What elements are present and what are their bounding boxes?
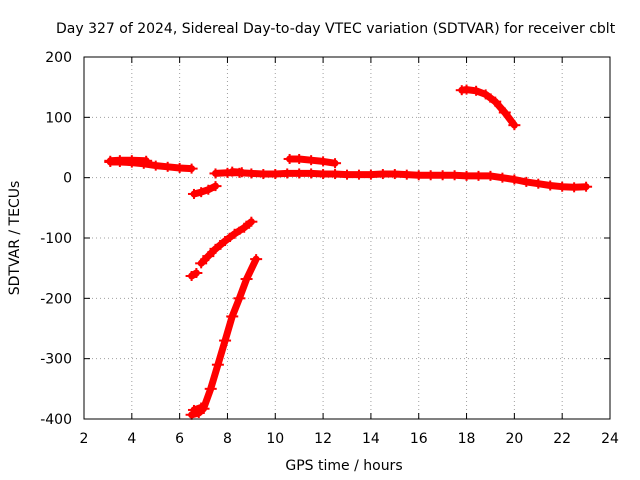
data-point <box>250 254 263 265</box>
data-point <box>257 169 270 180</box>
data-point <box>219 335 232 346</box>
data-point <box>113 155 126 166</box>
x-tick-label: 12 <box>314 431 332 447</box>
data-point <box>140 155 153 166</box>
x-tick-label: 22 <box>553 431 571 447</box>
data-point <box>364 169 377 180</box>
data-point <box>245 168 258 179</box>
data-point <box>219 236 232 247</box>
x-tick-label: 6 <box>175 431 184 447</box>
y-tick-label: -100 <box>40 231 72 247</box>
data-point <box>195 402 208 413</box>
data-point <box>240 274 253 285</box>
data-point <box>329 158 342 169</box>
data-point <box>436 170 449 181</box>
x-tick-label: 14 <box>362 431 380 447</box>
data-point <box>293 168 306 179</box>
x-tick-label: 18 <box>458 431 476 447</box>
data-point <box>305 168 318 179</box>
data-point <box>460 170 473 181</box>
data-point <box>187 404 200 415</box>
data-point <box>412 170 425 181</box>
data-point <box>293 153 306 164</box>
data-point <box>544 180 557 191</box>
data-point <box>209 168 222 179</box>
y-tick-label: 200 <box>45 50 72 66</box>
y-tick-label: -300 <box>40 352 72 368</box>
data-point <box>204 383 217 394</box>
data-point <box>187 188 200 199</box>
data-point <box>233 293 246 304</box>
data-point <box>496 172 509 183</box>
data-point <box>317 156 330 167</box>
data-point <box>448 170 461 181</box>
x-axis-label: GPS time / hours <box>285 458 402 474</box>
data-point <box>388 169 401 180</box>
data-point <box>228 228 241 239</box>
data-marks <box>104 84 593 420</box>
data-point <box>235 167 248 178</box>
data-point <box>472 170 485 181</box>
data-point <box>238 222 251 233</box>
plot-frame <box>83 56 611 420</box>
data-point <box>226 311 239 322</box>
y-tick-label: 100 <box>45 110 72 126</box>
data-point <box>556 181 569 192</box>
data-point <box>329 169 342 180</box>
x-tick-label: 2 <box>80 431 89 447</box>
data-point <box>498 107 511 118</box>
data-point <box>424 170 437 181</box>
x-tick-label: 10 <box>266 431 284 447</box>
data-point <box>209 181 222 192</box>
data-point <box>173 163 186 174</box>
x-tick-label: 4 <box>127 431 136 447</box>
data-point <box>568 182 581 193</box>
data-point <box>125 155 138 166</box>
data-point <box>400 169 413 180</box>
data-point <box>195 187 208 198</box>
data-point <box>580 181 593 192</box>
data-point <box>489 96 502 107</box>
x-tick-label: 20 <box>505 431 523 447</box>
data-point <box>195 258 208 269</box>
data-point <box>202 251 215 262</box>
data-point <box>209 243 222 254</box>
data-point <box>269 169 282 180</box>
data-point <box>281 168 294 179</box>
data-point <box>470 85 483 96</box>
data-point <box>508 174 521 185</box>
data-point <box>202 184 215 195</box>
data-point <box>161 161 174 172</box>
axis-ticks: 2 4 6 8 10 12 14 16 18 20 22 242001000-100-200-300-… <box>40 50 619 447</box>
y-tick-label: -400 <box>40 412 72 428</box>
data-point <box>149 160 162 171</box>
x-tick-label: 16 <box>410 431 428 447</box>
data-point <box>520 176 533 187</box>
y-tick-label: 0 <box>63 171 72 187</box>
y-tick-label: -200 <box>40 291 72 307</box>
grid-lines <box>84 57 610 419</box>
x-tick-label: 24 <box>601 431 619 447</box>
data-point <box>305 155 318 166</box>
y-axis-label: SDTVAR / TECUs <box>7 181 23 296</box>
data-point <box>460 84 473 95</box>
data-point <box>484 170 497 181</box>
data-point <box>352 169 365 180</box>
data-point <box>376 169 389 180</box>
data-point <box>185 163 198 174</box>
data-point <box>190 267 203 278</box>
data-point <box>245 216 258 227</box>
data-point <box>479 89 492 100</box>
data-point <box>508 120 521 131</box>
data-point <box>317 169 330 180</box>
chart-title: Day 327 of 2024, Sidereal Day-to-day VTE… <box>56 21 616 37</box>
data-point <box>341 169 353 180</box>
data-point <box>532 178 545 189</box>
data-point <box>211 359 224 370</box>
x-tick-label: 8 <box>223 431 232 447</box>
